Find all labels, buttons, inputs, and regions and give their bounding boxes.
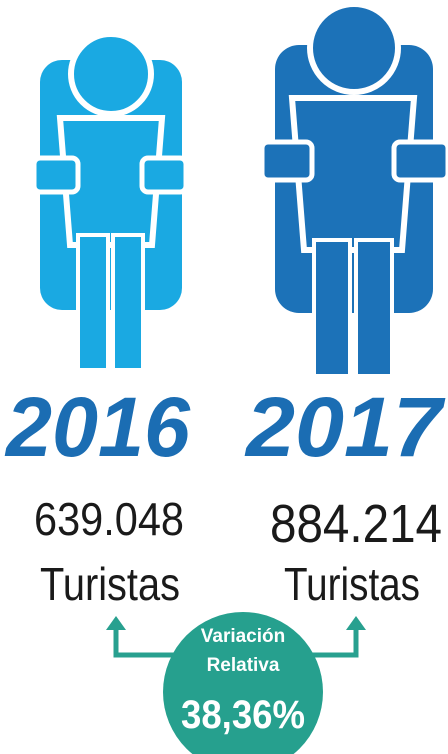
traveler-icon-2017 (259, 1, 448, 378)
year-2017: 2017 (244, 380, 446, 474)
traveler-icon-2016 (31, 31, 189, 372)
value-2016: 639.048 (34, 493, 184, 545)
variation-label-2: Relativa (207, 655, 280, 676)
arrow-heads (106, 616, 366, 630)
year-2016: 2016 (4, 380, 191, 474)
unit-2016: Turistas (40, 558, 180, 610)
arrows (113, 628, 359, 658)
value-2017: 884.214 (270, 494, 442, 554)
variation-label-1: Variación (201, 626, 286, 647)
variation-circle (163, 612, 323, 754)
unit-2017: Turistas (284, 558, 420, 610)
variation-value: 38,36% (181, 693, 305, 737)
